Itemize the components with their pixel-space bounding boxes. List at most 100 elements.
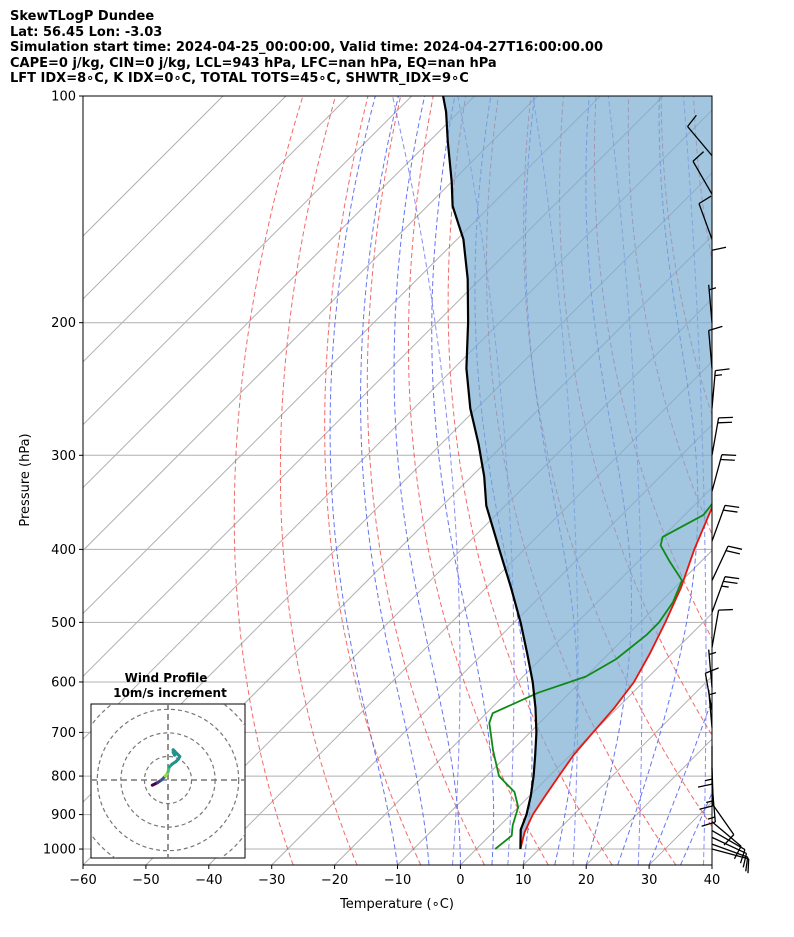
barb-staff [711, 417, 720, 456]
x-tick-label: 0 [456, 873, 464, 888]
barb-half-flag [704, 778, 713, 782]
barb-staff [711, 843, 748, 858]
stability-indices: LFT IDX=8∘C, K IDX=0∘C, TOTAL TOTS=45∘C,… [10, 71, 469, 87]
barb-flag [720, 458, 735, 461]
dry-adiabat [324, 96, 422, 865]
moist-adiabat [393, 96, 461, 865]
convective-parameters: CAPE=0 j/kg, CIN=0 j/kg, LCL=943 hPa, LF… [10, 55, 497, 71]
barb-flag [723, 509, 738, 513]
barb-half-flag [708, 287, 717, 291]
barb-staff [698, 203, 713, 240]
barb-half-flag [721, 585, 729, 588]
y-tick-label: 700 [51, 726, 76, 741]
station-location: Lat: 56.45 Lon: -3.03 [10, 24, 163, 40]
barb-staff [708, 649, 713, 688]
barb-flag [718, 416, 733, 419]
y-tick-label: 600 [51, 675, 76, 690]
mixing-ratio-line [392, 96, 461, 865]
barb-flag [687, 114, 697, 127]
isotherm-line [83, 96, 413, 426]
wind-barb [711, 608, 733, 648]
wind-barb [687, 114, 713, 157]
wind-barb [692, 151, 713, 195]
moist-adiabat [680, 791, 712, 865]
dry-adiabat [726, 96, 794, 865]
isotherm-line [711, 864, 712, 865]
wind-barb [711, 821, 742, 860]
isotherm-line [334, 486, 712, 865]
barb-flag [745, 857, 749, 872]
barb-flag [699, 805, 714, 810]
barb-half-flag [706, 800, 714, 804]
y-axis: 100 200 300 400 500 600 700 800 900 1000 [43, 90, 83, 858]
x-tick-label: −40 [195, 873, 222, 888]
x-axis: −60 −50 −40 −30 −20 −10 0 10 20 30 40 [69, 865, 720, 888]
dry-adiabat [366, 96, 485, 865]
y-tick-label: 300 [51, 449, 76, 464]
cape-cin-shading [443, 96, 712, 849]
hodograph-segment [171, 748, 177, 753]
hodograph-clip [91, 704, 245, 858]
dry-adiabat [759, 96, 794, 865]
moist-adiabat [329, 96, 398, 865]
wind-barb [708, 649, 717, 688]
wind-barb [708, 325, 723, 369]
x-axis-label: Temperature (∘C) [339, 897, 454, 912]
wind-barb [711, 246, 727, 289]
wind-barb [711, 454, 737, 492]
y-tick-label: 200 [51, 316, 76, 331]
y-tick-label: 800 [51, 770, 76, 785]
wind-barb [711, 416, 733, 456]
chart-title: SkewTLogP Dundee [10, 9, 155, 24]
isotherm-line [83, 96, 538, 552]
x-tick-label: −60 [69, 873, 96, 888]
simulation-time: Simulation start time: 2024-04-25_00:00:… [10, 40, 603, 56]
barb-flag [724, 504, 740, 509]
barb-flag [698, 195, 712, 205]
barb-flag [721, 454, 737, 457]
y-tick-label: 1000 [43, 843, 76, 858]
isotherm-line [83, 96, 475, 489]
wind-barb [711, 504, 740, 542]
barb-staff [704, 673, 713, 711]
barb-staff [708, 284, 713, 323]
barb-flag [739, 849, 746, 864]
barb-flag [697, 783, 713, 788]
x-tick-label: −30 [258, 873, 285, 888]
isotherm-line [397, 549, 712, 865]
wind-barb [711, 843, 749, 872]
barb-flag [711, 246, 727, 251]
x-tick-label: 10 [515, 873, 532, 888]
barb-flag [715, 368, 730, 372]
barb-staff [687, 126, 713, 157]
dry-adiabat [233, 96, 304, 865]
wind-barb [711, 368, 730, 409]
barb-flag [708, 325, 723, 332]
barb-flag [725, 550, 741, 555]
barb-staff [711, 821, 742, 847]
moist-adiabat [648, 698, 712, 865]
hodograph-inset: Wind Profile 10m/s increment [90, 671, 246, 859]
barb-half-flag [714, 374, 723, 377]
barb-staff [711, 836, 747, 855]
x-tick-label: −20 [321, 873, 348, 888]
wind-barb [711, 836, 748, 868]
barb-staff [711, 545, 729, 581]
chart-header: SkewTLogP Dundee Lat: 56.45 Lon: -3.03 S… [10, 9, 603, 87]
barb-flag [701, 821, 716, 827]
barb-flag [727, 545, 743, 550]
x-tick-label: 40 [704, 873, 721, 888]
hodograph-title: Wind Profile [125, 671, 208, 685]
isotherm-line [775, 96, 794, 865]
plot-area [83, 96, 794, 865]
y-axis-label: Pressure (hPa) [18, 433, 33, 526]
x-tick-label: −50 [132, 873, 159, 888]
barb-flag [733, 845, 742, 860]
barb-flag [718, 608, 733, 611]
x-tick-label: −10 [384, 873, 411, 888]
barb-flag [724, 576, 740, 580]
wind-barb [711, 848, 750, 874]
barb-staff [708, 330, 713, 369]
barb-half-flag [708, 651, 717, 656]
wind-barbs [687, 114, 750, 874]
